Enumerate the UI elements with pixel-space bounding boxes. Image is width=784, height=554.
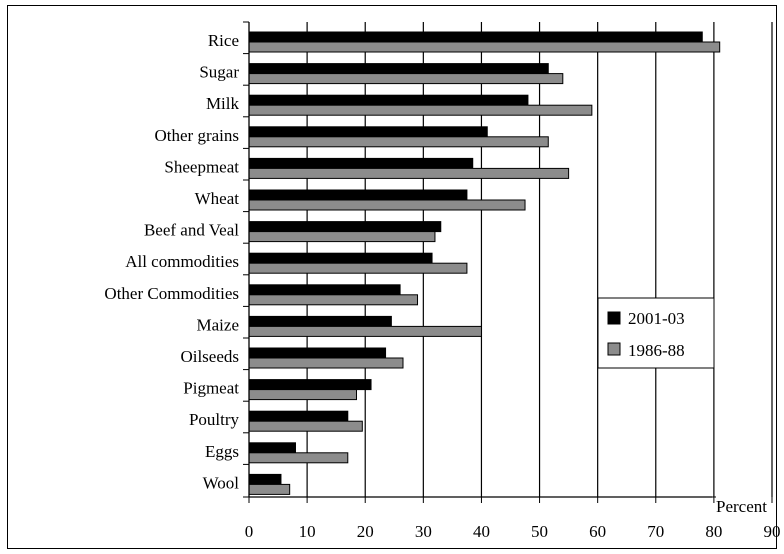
legend: 2001-03 1986-88 <box>597 297 715 369</box>
category-labels: Rice Sugar Milk Other grains Sheepmeat Wheat B… <box>104 31 239 492</box>
category-label: Maize <box>197 315 239 334</box>
bar-1986-88-other-grains <box>248 136 549 148</box>
bar-2001-03-eggs <box>248 442 296 454</box>
bar-1986-88-oilseeds <box>248 357 404 369</box>
bar-1986-88-rice <box>248 41 721 53</box>
bar-2001-03-maize <box>248 315 392 327</box>
x-tick-label: 50 <box>531 522 548 541</box>
category-label: Poultry <box>189 410 240 429</box>
x-tick-label: 20 <box>357 522 374 541</box>
category-label: Milk <box>206 94 240 113</box>
category-label: Eggs <box>205 442 239 461</box>
x-tick-label: 10 <box>299 522 316 541</box>
bar-1986-88-other-commodities <box>248 294 419 306</box>
bar-2001-03-all-commodities <box>248 252 433 264</box>
category-label: Beef and Veal <box>144 221 239 240</box>
x-tick-label: 70 <box>647 522 664 541</box>
category-label: Wheat <box>195 189 240 208</box>
legend-label-1986-88: 1986-88 <box>628 341 685 360</box>
legend-swatch-2001-03 <box>607 311 621 325</box>
bars <box>248 31 721 495</box>
x-tick-label: 80 <box>705 522 722 541</box>
bar-1986-88-sugar <box>248 73 564 85</box>
bar-2001-03-other-commodities <box>248 284 401 296</box>
bar-1986-88-beef-and-veal <box>248 231 436 243</box>
bar-1986-88-wool <box>248 483 291 495</box>
category-label: Pigmeat <box>183 379 239 398</box>
bar-2001-03-oilseeds <box>248 347 387 359</box>
x-tick-labels: 0 10 20 30 40 50 60 70 80 90 <box>245 522 781 541</box>
x-tick-label: 30 <box>415 522 432 541</box>
category-label: Sugar <box>199 63 239 82</box>
category-label: Other grains <box>154 126 239 145</box>
bar-2001-03-other-grains <box>248 126 488 138</box>
category-label: Rice <box>208 31 239 50</box>
x-tick-label: 0 <box>245 522 254 541</box>
bar-2001-03-sugar <box>248 63 549 75</box>
bar-2001-03-wool <box>248 473 282 485</box>
bar-2001-03-sheepmeat <box>248 157 474 169</box>
category-label: Sheepmeat <box>164 157 239 176</box>
bar-1986-88-poultry <box>248 420 363 432</box>
legend-box <box>597 297 715 369</box>
bar-1986-88-pigmeat <box>248 389 358 401</box>
category-label: Oilseeds <box>180 347 239 366</box>
category-label: Wool <box>203 473 240 492</box>
bar-2001-03-milk <box>248 94 529 106</box>
bar-1986-88-wheat <box>248 199 526 211</box>
bar-1986-88-maize <box>248 325 482 337</box>
legend-label-2001-03: 2001-03 <box>628 309 685 328</box>
legend-swatch-1986-88 <box>607 342 621 356</box>
bar-1986-88-milk <box>248 104 593 116</box>
axes <box>243 21 773 503</box>
bar-1986-88-sheepmeat <box>248 167 570 179</box>
bar-1986-88-eggs <box>248 452 349 464</box>
x-tick-label: 90 <box>764 522 781 541</box>
x-tick-label: 40 <box>473 522 490 541</box>
category-label: All commodities <box>125 252 239 271</box>
x-axis-label: Percent <box>716 497 767 516</box>
bar-2001-03-poultry <box>248 410 349 422</box>
bar-2001-03-wheat <box>248 189 468 201</box>
category-label: Other Commodities <box>104 284 239 303</box>
bar-2001-03-pigmeat <box>248 379 372 391</box>
bar-1986-88-all-commodities <box>248 262 468 274</box>
x-tick-label: 60 <box>589 522 606 541</box>
bar-2001-03-beef-and-veal <box>248 221 442 233</box>
bar-2001-03-rice <box>248 31 703 43</box>
